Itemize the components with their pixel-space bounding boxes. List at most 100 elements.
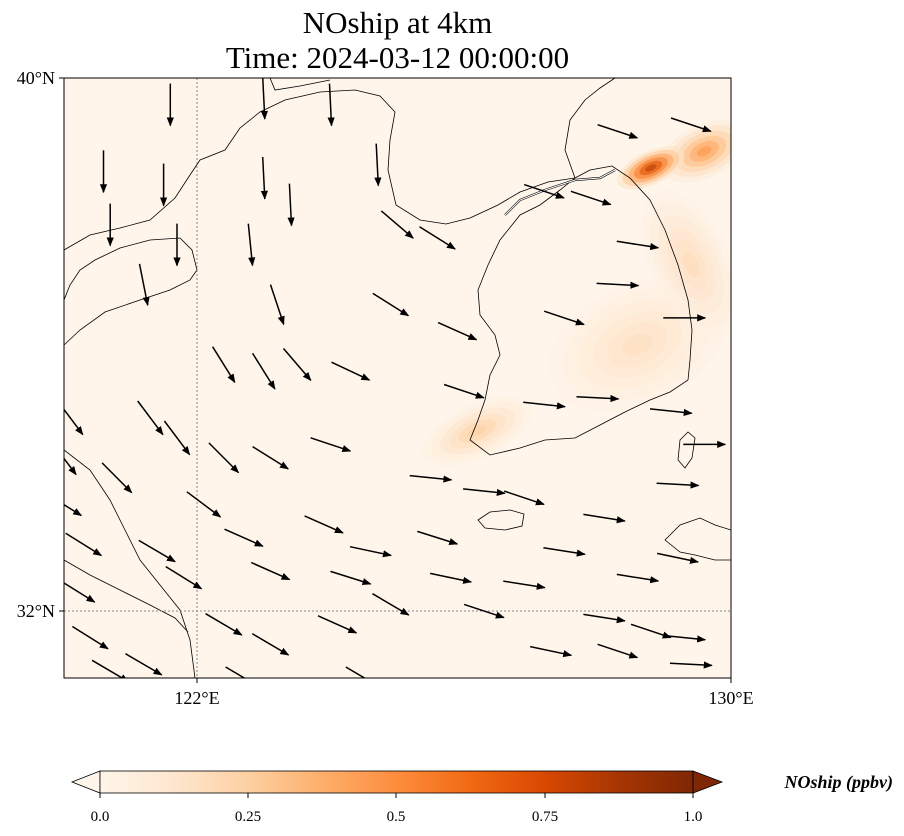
wind-vector (72, 625, 109, 650)
wind-vector (64, 457, 77, 476)
wind-vector (503, 580, 546, 590)
wind-vector (429, 572, 473, 584)
coastline-korea-east (574, 165, 693, 381)
wind-vector (269, 284, 285, 326)
wind-vector (138, 263, 150, 306)
wind-vector (409, 474, 453, 483)
wind-vector (543, 547, 586, 557)
wind-vector (211, 346, 236, 384)
wind-vector (330, 570, 372, 586)
wind-vector (596, 281, 640, 289)
wind-vector (576, 394, 620, 403)
coastline-china-north (64, 89, 576, 251)
wind-vector (583, 613, 626, 624)
plot-frame (63, 77, 732, 679)
wind-vector (138, 539, 176, 563)
wind-vector (656, 481, 700, 489)
wind-vector (669, 661, 713, 669)
wind-vector (304, 515, 344, 534)
colorbar-tick-1: 1.0 (684, 809, 703, 825)
colorbar-tick-075: 0.75 (532, 809, 558, 825)
wind-vector (530, 645, 573, 658)
wind-vector (101, 462, 133, 494)
coastline-tsushima (677, 431, 696, 469)
wind-vector (443, 383, 485, 399)
noship-hotspot (682, 252, 700, 277)
wind-vector (583, 513, 626, 524)
wind-vector (163, 420, 191, 456)
wind-vector (317, 615, 358, 634)
wind-vector (616, 573, 660, 584)
wind-vector (205, 613, 243, 636)
colorbar: 0.0 0.25 0.5 0.75 1.0 NOship (ppbv) (70, 770, 894, 825)
wind-vector (663, 634, 707, 643)
wind-vector (380, 210, 414, 239)
wind-vector (543, 310, 585, 326)
wind-vector (372, 593, 410, 616)
wind-vector (64, 503, 83, 517)
lon-label-130e: 130°E (708, 688, 753, 708)
wind-vector (437, 321, 478, 341)
wind-vector (463, 488, 506, 497)
wind-vector (597, 643, 639, 659)
map-title: NOship at 4km (302, 5, 493, 40)
wind-vector (372, 292, 410, 317)
colorbar-extend-min (70, 770, 101, 794)
wind-vector (417, 530, 459, 546)
wind-vector (656, 552, 699, 564)
noship-hotspot (696, 146, 712, 157)
coastline-bohai-west (64, 237, 198, 346)
wind-vector (327, 83, 335, 127)
colorbar-tick-0: 0.0 (91, 809, 110, 825)
wind-vector (463, 603, 505, 619)
wind-vector (125, 653, 163, 676)
wind-vector (310, 437, 352, 452)
coastline-north-korea-east (564, 78, 616, 179)
noship-hotspot (645, 164, 657, 172)
wind-vector (331, 361, 371, 381)
wind-vector (251, 352, 276, 390)
wind-vector (91, 659, 130, 678)
lat-label-32n: 32°N (17, 601, 55, 621)
colorbar-body (99, 770, 694, 794)
wind-vector (247, 223, 256, 267)
wind-vector (65, 532, 103, 557)
wind-vector (64, 582, 96, 603)
wind-vector (260, 78, 268, 120)
wind-vector (649, 408, 693, 417)
noship-field (421, 120, 731, 467)
colorbar-tick-025: 0.25 (235, 809, 261, 825)
wind-vector (616, 240, 660, 251)
colorbar-extend-max (692, 770, 724, 794)
colorbar-tick-05: 0.5 (387, 809, 406, 825)
axis-ticks (59, 77, 732, 683)
wind-vector (282, 348, 312, 382)
wind-vector (287, 183, 295, 227)
lat-label-40n: 40°N (17, 68, 55, 88)
coastline (64, 78, 731, 678)
lon-label-122e: 122°E (174, 688, 219, 708)
wind-vector (252, 445, 289, 470)
wind-vector (419, 226, 456, 250)
coastline-yangtze (64, 559, 189, 633)
map-plot-area (64, 78, 731, 678)
wind-vector (64, 408, 84, 436)
wind-vector (349, 545, 392, 558)
wind-vector (523, 401, 566, 410)
coastline-liaodong (269, 78, 331, 91)
wind-vector (250, 561, 291, 581)
wind-vector (165, 565, 203, 590)
wind-vector (251, 633, 290, 656)
coastline-jeju (477, 509, 525, 531)
coastline-kyushu (664, 517, 731, 561)
wind-vector (597, 123, 639, 139)
wind-vector (137, 400, 164, 436)
colorbar-label: NOship (ppbv) (784, 772, 894, 793)
wind-vector (208, 442, 240, 474)
coastline-korea-west (469, 177, 689, 456)
wind-vector (503, 490, 545, 506)
map-time: Time: 2024-03-12 00:00:00 (225, 40, 570, 75)
noship-hotspot (622, 333, 653, 356)
wind-vector (224, 528, 264, 547)
